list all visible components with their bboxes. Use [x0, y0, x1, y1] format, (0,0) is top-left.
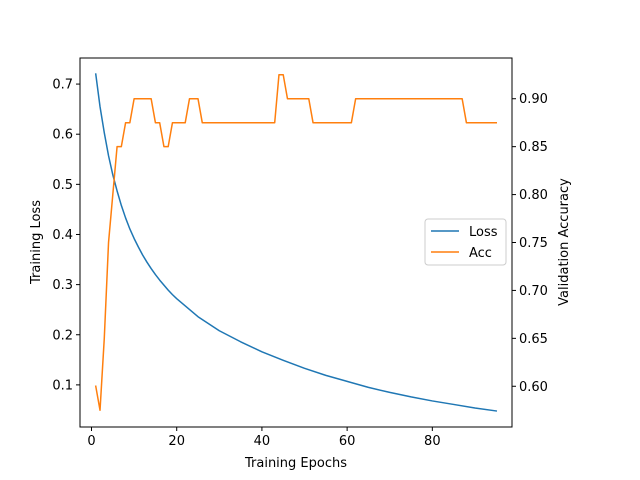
y-tick-label-left: 0.1 [52, 378, 73, 393]
series-line-loss [94, 73, 498, 412]
legend: Loss Acc [424, 218, 507, 266]
x-axis-label: Training Epochs [244, 456, 347, 471]
legend-label-acc: Acc [469, 246, 492, 261]
series-layer [94, 73, 498, 412]
y-tick-label-left: 0.2 [52, 328, 73, 343]
y-tick-label-right: 0.75 [519, 236, 548, 251]
y-tick-label-left: 0.5 [52, 178, 73, 193]
ticks-layer: 0 20 40 60 80 0.1 0.2 0.3 0.4 0.5 0.6 0.7 0.60 0.65 0.… [52, 78, 548, 449]
y-tick-label-left: 0.7 [52, 78, 73, 93]
y-tick-label-left: 0.6 [52, 128, 73, 143]
y-tick-label-left: 0.3 [52, 278, 73, 293]
y-tick-label-right: 0.65 [519, 332, 548, 347]
y-tick-label-right: 0.70 [519, 284, 548, 299]
x-tick-label: 0 [87, 434, 95, 449]
series-line-acc [94, 74, 497, 411]
x-tick-label: 80 [424, 434, 441, 449]
legend-label-loss: Loss [469, 225, 498, 240]
x-tick-label: 60 [339, 434, 356, 449]
y-tick-label-right: 0.85 [519, 140, 548, 155]
x-tick-label: 40 [254, 434, 271, 449]
y-tick-label-right: 0.60 [519, 380, 548, 395]
x-tick-label: 20 [168, 434, 185, 449]
y-tick-label-right: 0.80 [519, 188, 548, 203]
y-tick-label-left: 0.4 [52, 228, 73, 243]
y-axis-label-right: Validation Accuracy [557, 178, 572, 306]
y-tick-label-right: 0.90 [519, 92, 548, 107]
y-axis-label-left: Training Loss [29, 200, 44, 285]
